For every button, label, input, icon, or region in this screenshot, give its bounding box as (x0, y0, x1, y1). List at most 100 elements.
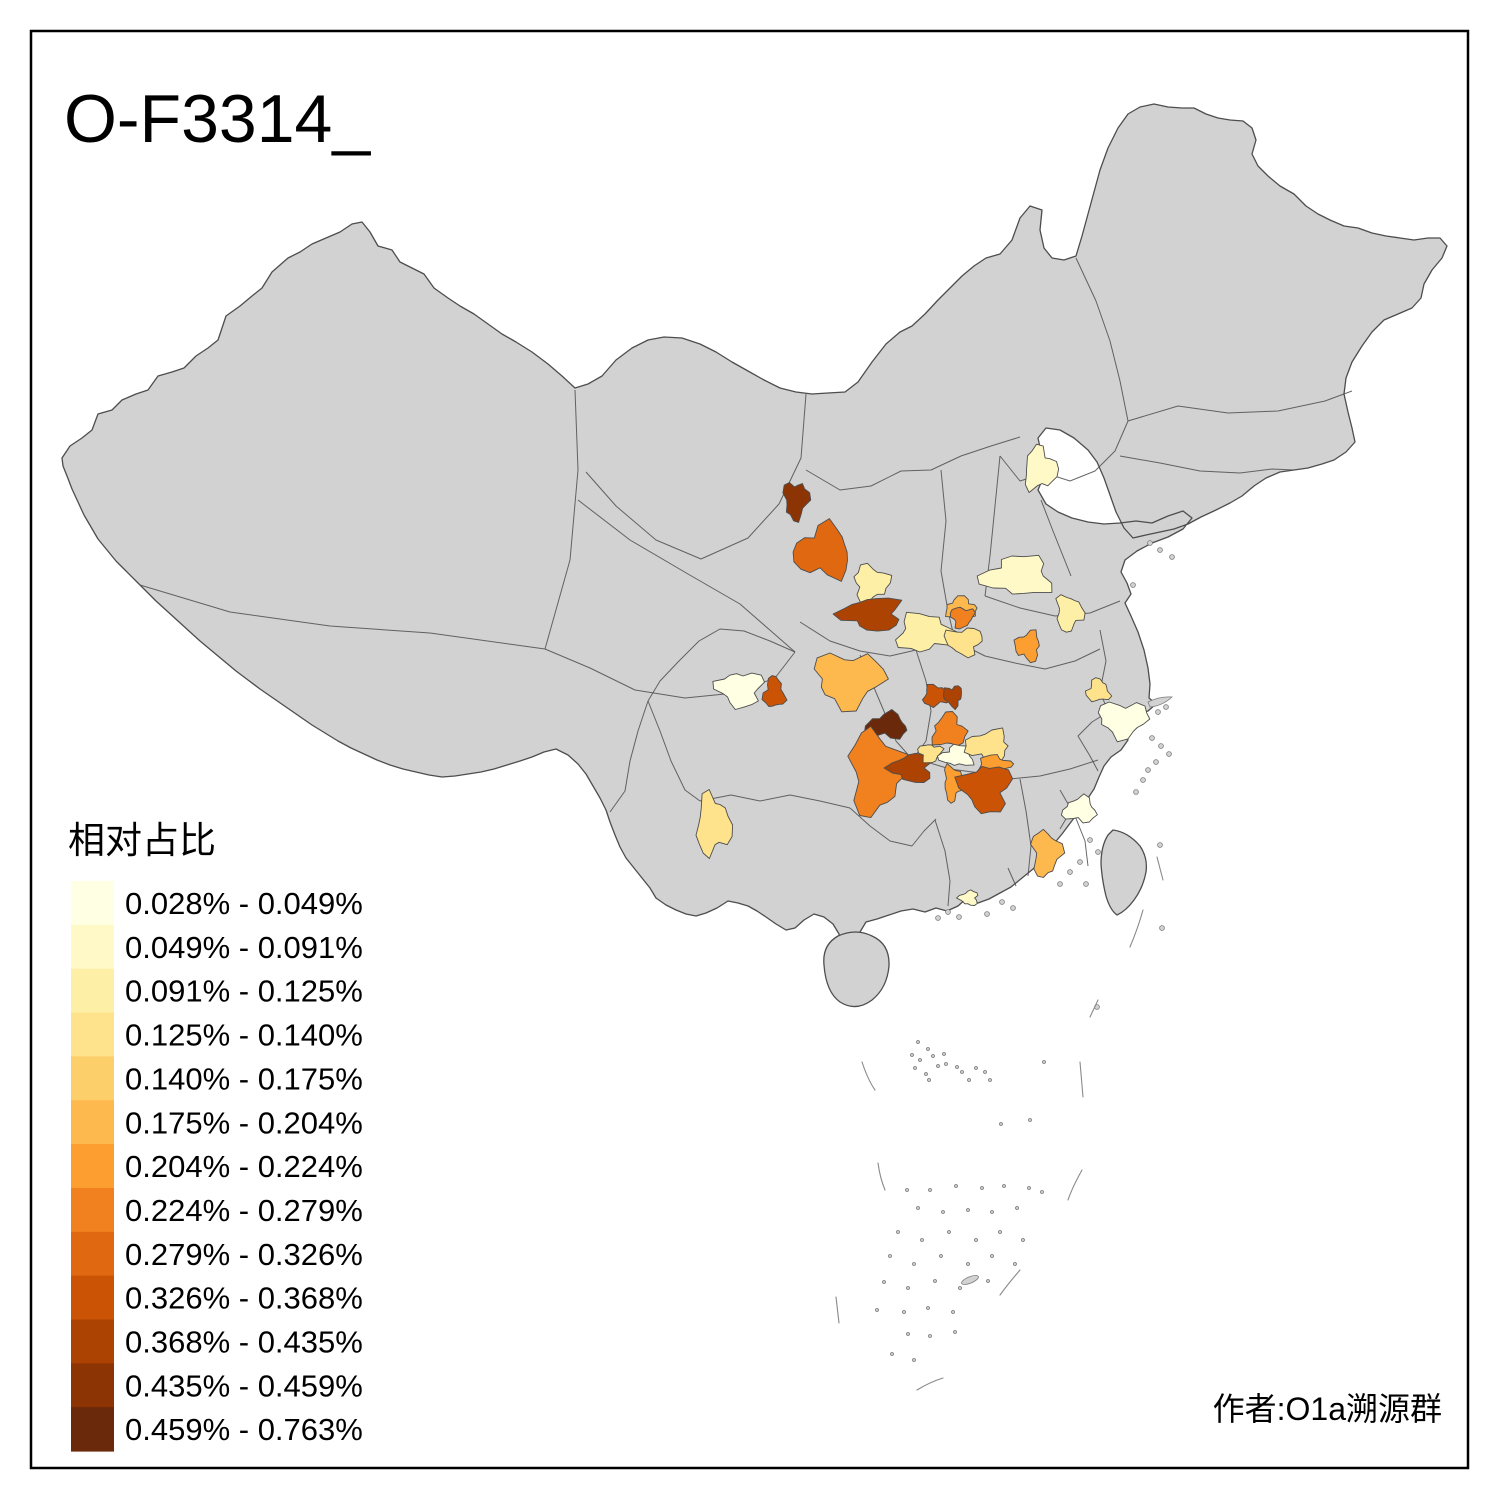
sea-islet (966, 1262, 970, 1266)
sea-islet (916, 1206, 920, 1210)
legend-entry: 0.459% - 0.763% (71, 1407, 363, 1452)
sea-islet (1002, 1184, 1006, 1188)
prefecture-region (943, 627, 983, 659)
islet (945, 909, 951, 915)
sea-islet (888, 1254, 892, 1258)
sea-islet (882, 1280, 886, 1284)
sea-islet (916, 1040, 920, 1044)
prefecture-region (917, 744, 945, 764)
islet (1133, 789, 1139, 795)
sea-islet (967, 1078, 971, 1082)
sea-islet (953, 1330, 957, 1334)
islet (1157, 547, 1163, 553)
legend-swatch (71, 1144, 114, 1189)
legend-swatch (71, 1100, 114, 1145)
prefecture-region (695, 789, 734, 859)
sea-islet (918, 1058, 922, 1062)
legend-swatch (71, 1187, 114, 1233)
sea-islet (1040, 1190, 1044, 1194)
islet (1155, 709, 1161, 715)
coastal-islands (935, 540, 1175, 1010)
sea-islet (890, 1352, 894, 1356)
legend-label: 0.368% - 0.435% (125, 1325, 363, 1360)
islet (984, 911, 990, 917)
legend-label: 0.279% - 0.326% (125, 1237, 363, 1272)
sea-islet (990, 1254, 994, 1258)
sea-islet (896, 1230, 900, 1234)
legend-label: 0.125% - 0.140% (125, 1018, 363, 1053)
islet (1157, 842, 1163, 848)
sea-islet (875, 1308, 879, 1312)
prefecture-region (954, 765, 1014, 815)
sea-islet (939, 1254, 943, 1258)
prefecture-region (976, 554, 1053, 595)
south-china-sea-islands (875, 1040, 1046, 1362)
sea-islet (913, 1066, 917, 1070)
sea-islet (988, 1078, 992, 1082)
islet (1130, 582, 1136, 588)
islet (1169, 554, 1175, 560)
islet (1077, 859, 1083, 865)
legend-rows: 0.028% - 0.049% 0.049% - 0.091% 0.091% - 0… (71, 881, 363, 1452)
prefecture-region (956, 889, 979, 906)
sea-islet (1027, 1186, 1031, 1190)
sea-islet (936, 1064, 940, 1068)
prefecture-region (712, 672, 765, 710)
legend-label: 0.028% - 0.049% (125, 886, 363, 921)
legend-label: 0.175% - 0.204% (125, 1105, 363, 1140)
sea-islet (983, 1070, 987, 1074)
sea-islet (1028, 1118, 1032, 1122)
sea-boundary-arcs (835, 856, 1164, 1391)
islet (1067, 869, 1073, 875)
legend-swatch (71, 1056, 114, 1101)
prefecture-region (1030, 828, 1066, 878)
legend-entry: 0.435% - 0.459% (71, 1363, 363, 1408)
sea-islet (966, 1208, 970, 1212)
sea-islet (933, 1279, 937, 1283)
attribution-text: 作者:O1a溯源群 (1213, 1391, 1442, 1427)
legend-entry: 0.224% - 0.279% (71, 1187, 363, 1233)
sea-islet (1042, 1060, 1046, 1064)
sea-islet (1015, 1206, 1019, 1210)
prefecture-region (949, 606, 976, 630)
islet (1159, 925, 1165, 931)
legend-entry: 0.204% - 0.224% (71, 1144, 363, 1189)
sea-islet (1021, 1238, 1025, 1242)
sea-islet (958, 1286, 962, 1290)
legend-swatch (71, 881, 114, 926)
sea-islet (951, 1310, 955, 1314)
sea-islet (926, 1047, 930, 1051)
sea-islet (942, 1052, 946, 1056)
legend-entry: 0.368% - 0.435% (71, 1319, 363, 1364)
sea-islet (902, 1310, 906, 1314)
islet (1147, 696, 1173, 708)
islet (1087, 837, 1093, 843)
prefecture-region (1084, 677, 1113, 703)
prefecture-region (1060, 793, 1098, 824)
islet (999, 899, 1005, 905)
sea-islet (955, 1065, 959, 1069)
legend-swatch (71, 1407, 114, 1452)
legend-swatch (71, 1012, 114, 1057)
hainan-island (823, 931, 890, 1008)
sea-islet (926, 1306, 930, 1310)
sea-islet (905, 1188, 909, 1192)
sea-islet (1013, 1262, 1017, 1266)
sea-islet (974, 1066, 978, 1070)
sea-islet (986, 1279, 990, 1283)
legend-label: 0.459% - 0.763% (125, 1412, 363, 1447)
taiwan-island (1100, 829, 1148, 916)
legend-swatch (71, 1363, 114, 1408)
islet (1010, 905, 1016, 911)
islet (1163, 704, 1169, 710)
sea-islet (906, 1332, 910, 1336)
legend-label: 0.326% - 0.368% (125, 1281, 363, 1316)
legend-swatch (71, 1275, 114, 1321)
legend-entry: 0.326% - 0.368% (71, 1275, 363, 1321)
sea-islet (941, 1210, 945, 1214)
legend-swatch (71, 924, 114, 970)
legend-entry: 0.028% - 0.049% (71, 881, 363, 926)
legend-swatch (71, 968, 114, 1014)
prefecture-region (1024, 443, 1060, 493)
legend-entry: 0.049% - 0.091% (71, 924, 363, 970)
